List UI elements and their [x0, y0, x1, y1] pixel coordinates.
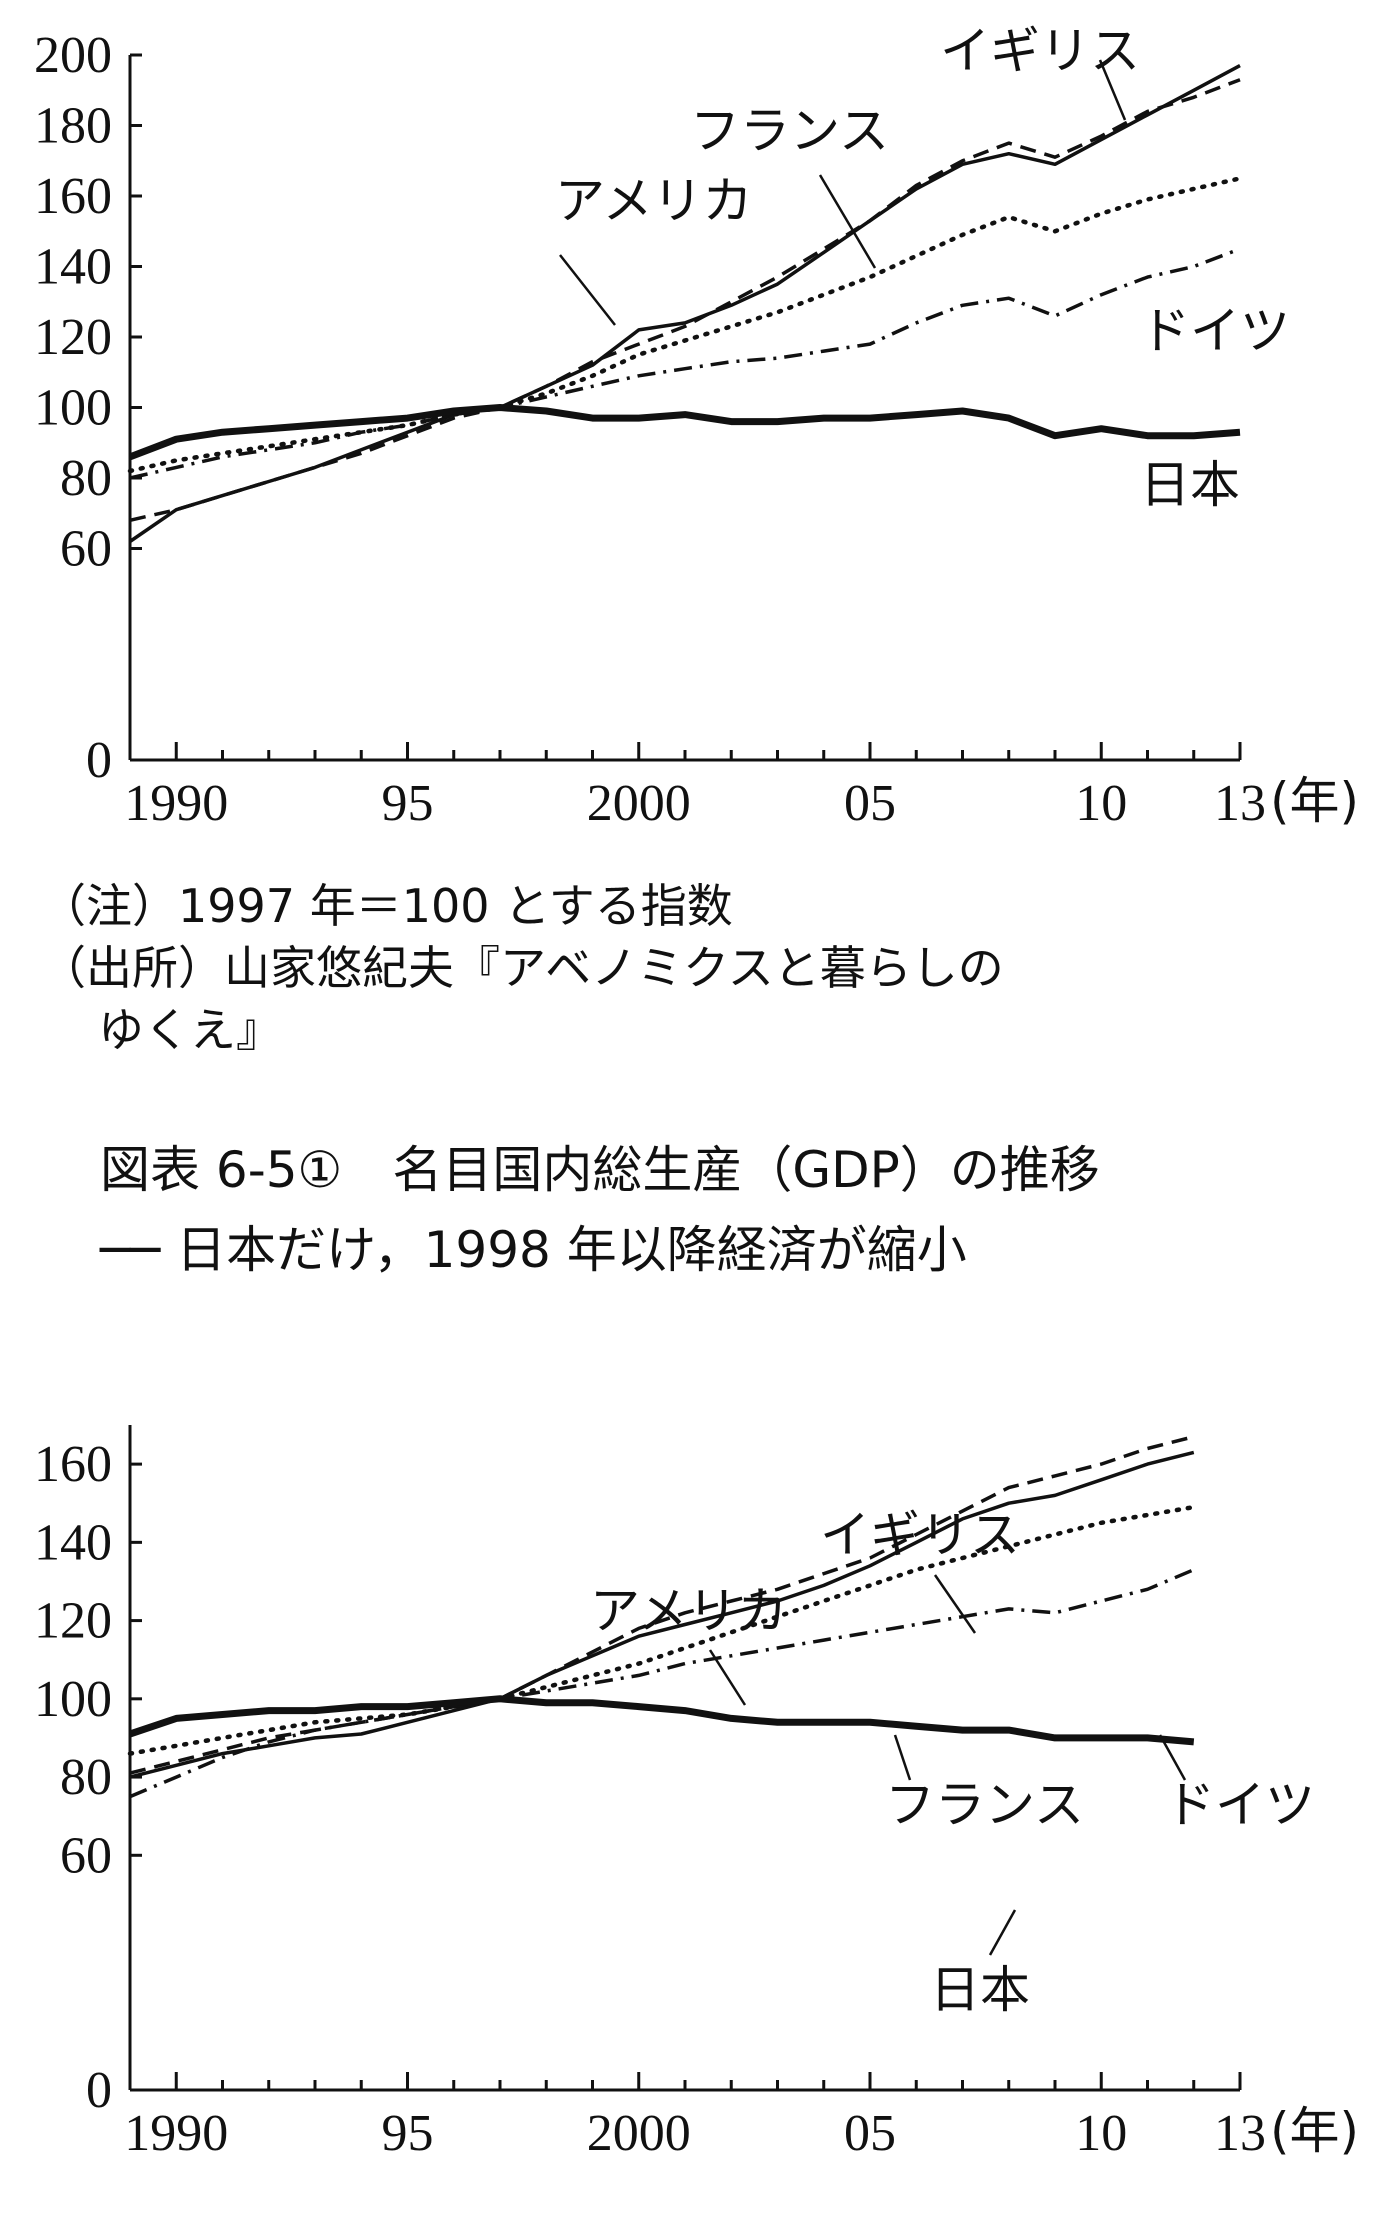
x-tick-label: 05: [844, 2105, 896, 2162]
y-tick-label: 100: [34, 1671, 112, 1728]
y-tick-label: 80: [60, 1749, 112, 1806]
series-label-germany: ドイツ: [1140, 302, 1290, 360]
series-uk: [129, 78, 1241, 523]
series-label-usa: アメリカ: [555, 172, 753, 230]
x-tick-label: 2000: [587, 775, 691, 832]
leader-line-france: [818, 174, 877, 269]
x-tick-label: 13: [1214, 2105, 1266, 2162]
chart-notes: （注）1997 年＝100 とする指数 （出所）山家悠紀夫『アベノミクスと暮らし…: [40, 875, 1360, 1061]
leader-line-japan: [988, 1909, 1017, 1956]
x-tick-label: 05: [844, 775, 896, 832]
leader-line-uk: [933, 1574, 977, 1634]
series-label-france: フランス: [690, 102, 889, 160]
x-tick-label: 95: [382, 2105, 434, 2162]
leader-line-usa: [559, 254, 616, 326]
x-tick-label: 10: [1075, 2105, 1127, 2162]
figure-subtitle: ── 日本だけ，1998 年以降経済が縮小: [100, 1221, 967, 1279]
y-tick-label: 160: [34, 1436, 112, 1493]
y-tick-label: 200: [34, 27, 112, 84]
leader-line-uk: [1098, 59, 1127, 121]
series-germany: [129, 1568, 1195, 1799]
gdp-chart-top: 0 60 80 100 120 140 160 180 200 1990 95 2000 05 10 13(…: [34, 22, 1359, 832]
figure-title: 図表 6-5① 名目国内総生産（GDP）の推移: [100, 1141, 1100, 1199]
series-france: [127, 1504, 1197, 1756]
series-label-uk: イギリス: [820, 1506, 1020, 1564]
x-tick-label: 1990: [124, 775, 228, 832]
leader-line-france: [893, 1734, 912, 1781]
leader-line-usa: [708, 1649, 747, 1706]
x-tick-label: 95: [382, 775, 434, 832]
note-index-base: （注）1997 年＝100 とする指数: [40, 879, 733, 933]
series-label-uk: イギリス: [940, 22, 1140, 80]
y-tick-label: 100: [34, 380, 112, 437]
y-tick-label: 120: [34, 1593, 112, 1650]
x-tick-label: 10: [1075, 775, 1127, 832]
y-tick-label: 0: [86, 2062, 112, 2119]
series-label-japan: 日本: [930, 1961, 1030, 2019]
y-tick-label: 60: [60, 1827, 112, 1884]
series-label-germany: ドイツ: [1165, 1776, 1315, 1834]
series-usa: [129, 64, 1241, 543]
y-tick-label: 80: [60, 450, 112, 507]
y-tick-label: 160: [34, 168, 112, 225]
y-tick-label: 140: [34, 239, 112, 296]
x-tick-label: 1990: [124, 2105, 228, 2162]
y-tick-label: 140: [34, 1514, 112, 1571]
y-tick-label: 120: [34, 309, 112, 366]
series-france: [127, 176, 1243, 474]
y-tick-label: 180: [34, 98, 112, 155]
x-tick-label: 2000: [587, 2105, 691, 2162]
series-label-usa: アメリカ: [590, 1582, 788, 1640]
x-tick-label: 13: [1214, 775, 1266, 832]
figure-caption: 図表 6-5① 名目国内総生産（GDP）の推移 ── 日本だけ，1998 年以降…: [100, 1130, 1360, 1290]
x-unit-label: (年): [1270, 772, 1359, 830]
series-label-japan: 日本: [1140, 456, 1240, 514]
x-unit-label: (年): [1270, 2102, 1359, 2160]
series-usa: [129, 1450, 1195, 1779]
gdp-chart-bottom: 0 60 80 100 120 140 160 1990 95 2000 05 10 13 (年) アメリカ…: [34, 1425, 1359, 2162]
series-japan: [128, 1695, 1195, 1746]
series-germany: [129, 247, 1241, 480]
series-japan: [128, 404, 1241, 461]
leader-line-germany: [1158, 1734, 1187, 1781]
note-source: （出所）山家悠紀夫『アベノミクスと暮らしの: [40, 941, 1004, 995]
note-source-continued: ゆくえ』: [98, 1003, 282, 1057]
series-label-france: フランス: [885, 1776, 1084, 1834]
y-tick-label: 60: [60, 521, 112, 578]
y-tick-label: 0: [86, 732, 112, 789]
